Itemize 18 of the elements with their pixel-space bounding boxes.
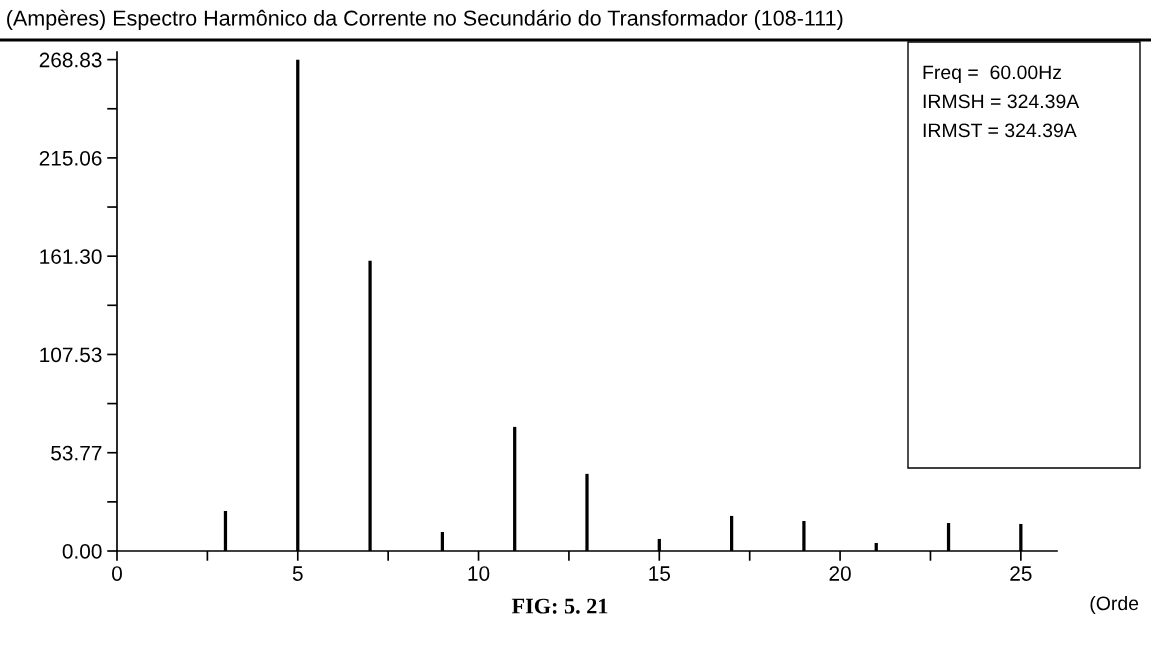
y-tick-label: 215.06 bbox=[39, 150, 102, 166]
x-tick-label: 15 bbox=[649, 566, 671, 581]
x-tick-label: 10 bbox=[468, 566, 490, 581]
y-tick-label: 161.30 bbox=[40, 249, 102, 264]
x-axis-title: (Orde bbox=[1090, 595, 1139, 615]
y-tick-label: 0.00 bbox=[62, 544, 102, 559]
x-tick-label: 25 bbox=[1010, 566, 1032, 581]
y-tick-label: 53.77 bbox=[51, 445, 102, 461]
text: FIG: 5. 21 bbox=[511, 598, 608, 614]
annotation: IRMSH = 324.39A bbox=[923, 94, 1080, 109]
annotation: Freq = 60.00Hz bbox=[923, 65, 1061, 84]
chart-title: (Ampères) Espectro Harmônico da Corrente no Secundário do Transformador (108-111) bbox=[7, 9, 843, 30]
x-tick-label: 20 bbox=[829, 566, 851, 581]
y-tick-label: 107.53 bbox=[40, 347, 102, 363]
x-tick-label: 0 bbox=[112, 566, 122, 581]
y-tick-label: 268.83 bbox=[39, 52, 102, 68]
x-tick-label: 5 bbox=[292, 566, 303, 581]
annotation: IRMST = 324.39A bbox=[923, 123, 1077, 138]
